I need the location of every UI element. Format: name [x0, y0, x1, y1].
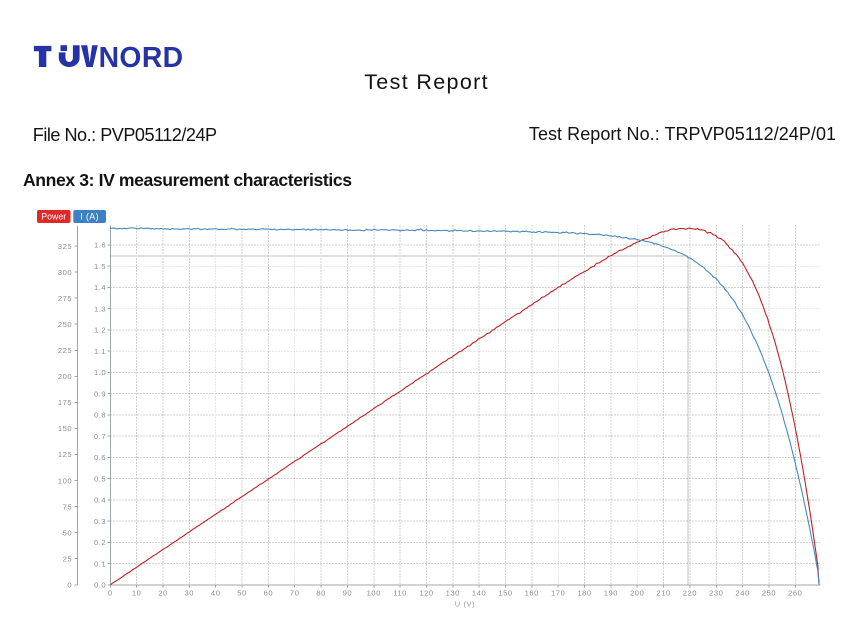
svg-text:225: 225 — [58, 346, 72, 355]
svg-text:I (A): I (A) — [80, 212, 99, 222]
svg-text:325: 325 — [58, 242, 72, 251]
svg-text:50: 50 — [63, 528, 73, 537]
svg-text:0.1: 0.1 — [94, 559, 106, 568]
svg-text:0.6: 0.6 — [94, 453, 106, 462]
svg-text:275: 275 — [58, 294, 72, 303]
svg-text:75: 75 — [63, 502, 73, 511]
svg-text:NORD: NORD — [99, 41, 184, 72]
svg-text:0.5: 0.5 — [94, 474, 106, 483]
svg-text:0: 0 — [108, 589, 113, 598]
svg-text:30: 30 — [185, 589, 195, 598]
svg-text:1.3: 1.3 — [94, 304, 106, 313]
svg-text:220: 220 — [683, 589, 697, 598]
svg-text:40: 40 — [211, 589, 221, 598]
svg-text:U (V): U (V) — [455, 600, 475, 609]
svg-text:150: 150 — [498, 589, 512, 598]
svg-text:0.2: 0.2 — [94, 538, 106, 547]
svg-text:140: 140 — [472, 589, 486, 598]
svg-text:240: 240 — [735, 589, 749, 598]
svg-text:90: 90 — [343, 589, 353, 598]
svg-text:70: 70 — [290, 589, 300, 598]
svg-text:0.7: 0.7 — [94, 432, 106, 441]
svg-text:1.6: 1.6 — [94, 241, 106, 250]
svg-text:0: 0 — [67, 581, 72, 590]
svg-text:260: 260 — [788, 589, 802, 598]
svg-text:50: 50 — [237, 589, 247, 598]
svg-text:210: 210 — [656, 589, 670, 598]
svg-text:170: 170 — [551, 589, 565, 598]
svg-text:120: 120 — [419, 589, 433, 598]
svg-text:60: 60 — [264, 589, 274, 598]
svg-text:0.9: 0.9 — [94, 389, 106, 398]
svg-text:0.0: 0.0 — [94, 581, 106, 590]
svg-text:25: 25 — [63, 554, 73, 563]
svg-text:200: 200 — [630, 589, 644, 598]
svg-text:100: 100 — [58, 476, 72, 485]
svg-text:190: 190 — [604, 589, 618, 598]
svg-text:180: 180 — [577, 589, 591, 598]
svg-text:1.2: 1.2 — [94, 326, 106, 335]
svg-text:160: 160 — [525, 589, 539, 598]
svg-text:250: 250 — [762, 589, 776, 598]
svg-text:Power: Power — [41, 212, 66, 222]
svg-text:200: 200 — [58, 372, 72, 381]
svg-text:1.1: 1.1 — [94, 347, 106, 356]
svg-text:1.4: 1.4 — [94, 283, 106, 292]
svg-text:110: 110 — [393, 589, 407, 598]
svg-text:1.0: 1.0 — [94, 368, 106, 377]
svg-text:300: 300 — [58, 268, 72, 277]
svg-text:0.3: 0.3 — [94, 517, 106, 526]
svg-text:175: 175 — [58, 398, 72, 407]
svg-text:1.5: 1.5 — [94, 262, 106, 271]
svg-text:0.4: 0.4 — [94, 496, 106, 505]
svg-text:250: 250 — [58, 320, 72, 329]
svg-text:230: 230 — [709, 589, 723, 598]
svg-text:125: 125 — [58, 450, 72, 459]
svg-text:20: 20 — [158, 589, 168, 598]
svg-text:0.8: 0.8 — [94, 411, 106, 420]
svg-text:10: 10 — [132, 589, 142, 598]
svg-text:100: 100 — [367, 589, 381, 598]
svg-text:150: 150 — [58, 424, 72, 433]
svg-text:80: 80 — [316, 589, 326, 598]
svg-text:130: 130 — [446, 589, 460, 598]
